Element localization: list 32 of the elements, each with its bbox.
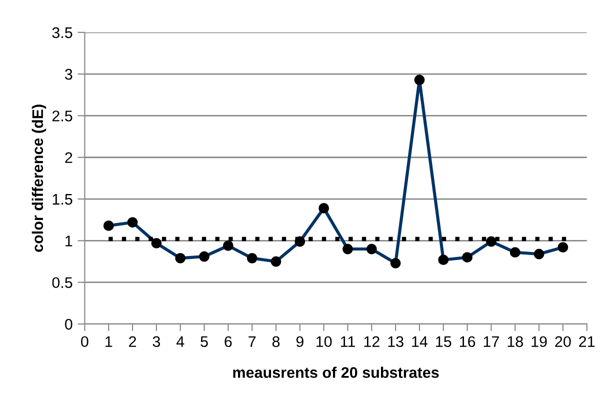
x-tick-label: 12 [364, 336, 380, 347]
y-tick-label: 2 [65, 152, 72, 163]
x-axis-title: meausrents of 20 substrates [233, 366, 439, 378]
x-tick-label: 4 [176, 336, 184, 347]
x-tick-label: 7 [248, 336, 256, 347]
x-tick-label: 1 [106, 336, 112, 347]
y-tick-label: 1 [66, 236, 72, 246]
x-tick-label: 21 [579, 336, 595, 347]
x-tick-label: 13 [388, 336, 404, 348]
y-tick-label: 3 [64, 68, 72, 80]
y-tick-label: 1.5 [52, 194, 72, 205]
y-tick-label: 3.5 [52, 27, 72, 38]
x-tick-label: 16 [460, 336, 476, 348]
x-tick-label: 19 [532, 336, 547, 348]
y-tick-label: 2.5 [52, 110, 72, 122]
x-tick-label: 3 [152, 336, 160, 348]
x-tick-label: 2 [129, 336, 136, 347]
x-tick-label: 18 [508, 336, 523, 348]
x-tick-label: 0 [81, 336, 88, 348]
x-tick-label: 8 [272, 336, 280, 348]
x-tick-label: 20 [555, 336, 571, 348]
y-tick-label: 0 [64, 318, 72, 330]
x-tick-label: 6 [224, 336, 232, 348]
x-tick-label: 10 [316, 336, 332, 348]
x-tick-label: 5 [200, 336, 208, 348]
x-tick-label: 11 [340, 336, 355, 347]
y-tick-label: 0.5 [52, 277, 72, 288]
x-tick-label: 9 [296, 336, 304, 348]
x-tick-label: 15 [436, 336, 452, 348]
y-axis-title: color difference (dE) [32, 104, 46, 252]
x-tick-label: 14 [412, 336, 428, 347]
x-tick-label: 17 [484, 336, 499, 347]
